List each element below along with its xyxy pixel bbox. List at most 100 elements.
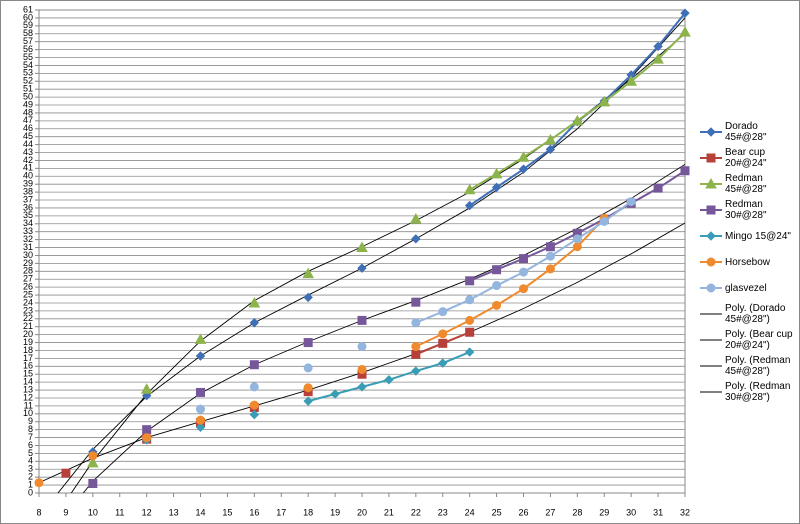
marker bbox=[34, 478, 44, 488]
y-tick-label: 32 bbox=[23, 234, 33, 244]
y-tick-label: 48 bbox=[23, 107, 33, 117]
legend-icon bbox=[700, 178, 722, 189]
marker bbox=[706, 283, 716, 293]
y-tick-label: 11 bbox=[24, 400, 33, 410]
marker bbox=[571, 114, 584, 126]
marker bbox=[249, 318, 260, 328]
y-tick-label: 12 bbox=[23, 392, 33, 402]
y-tick-label: 31 bbox=[23, 242, 33, 252]
marker bbox=[356, 241, 368, 253]
x-tick-label: 15 bbox=[222, 507, 232, 517]
x-tick-label: 11 bbox=[115, 507, 124, 517]
marker bbox=[706, 257, 716, 267]
x-tick-label: 22 bbox=[411, 507, 421, 517]
marker bbox=[249, 382, 259, 392]
marker bbox=[572, 242, 582, 252]
legend-entry: Redman 30#@28" bbox=[699, 197, 799, 223]
y-tick-label: 24 bbox=[23, 297, 33, 307]
marker bbox=[86, 456, 99, 468]
marker bbox=[303, 338, 313, 348]
x-tick-label: 20 bbox=[357, 507, 367, 517]
marker bbox=[196, 415, 205, 425]
marker bbox=[465, 276, 475, 286]
y-tick-label: 8 bbox=[28, 424, 33, 434]
x-tick-label: 17 bbox=[276, 507, 286, 517]
y-tick-label: 22 bbox=[23, 313, 33, 323]
marker bbox=[492, 281, 502, 291]
marker bbox=[544, 133, 557, 145]
legend-entry: Horsebow bbox=[699, 249, 799, 275]
marker bbox=[357, 342, 367, 352]
marker bbox=[88, 478, 98, 488]
marker bbox=[411, 234, 421, 244]
marker bbox=[411, 366, 421, 376]
marker bbox=[519, 284, 528, 294]
marker bbox=[411, 318, 421, 328]
marker bbox=[438, 329, 448, 339]
y-tick-label: 26 bbox=[23, 282, 33, 292]
y-tick-label: 52 bbox=[23, 76, 33, 86]
marker bbox=[142, 425, 152, 435]
marker bbox=[464, 200, 475, 211]
marker bbox=[463, 183, 476, 195]
y-tick-label: 34 bbox=[23, 218, 33, 228]
legend-label: Poly. (Redman 45#@28") bbox=[725, 355, 791, 377]
series-line bbox=[469, 169, 686, 282]
x-tick-label: 23 bbox=[438, 507, 448, 517]
y-tick-label: 19 bbox=[23, 337, 33, 347]
y-tick-label: 55 bbox=[23, 52, 33, 62]
y-tick-label: 35 bbox=[23, 210, 33, 220]
y-tick-label: 9 bbox=[28, 416, 33, 426]
legend-icon bbox=[700, 365, 722, 367]
y-tick-label: 58 bbox=[23, 28, 33, 38]
y-tick-label: 25 bbox=[23, 289, 33, 299]
x-tick-label: 24 bbox=[465, 507, 475, 517]
y-tick-label: 15 bbox=[23, 369, 33, 379]
y-tick-label: 7 bbox=[28, 432, 33, 442]
marker bbox=[545, 251, 555, 261]
legend-entry: Dorado 45#@28" bbox=[699, 119, 799, 145]
y-tick-label: 33 bbox=[23, 226, 33, 236]
marker bbox=[490, 167, 503, 179]
y-tick-label: 60 bbox=[23, 12, 33, 22]
series-line bbox=[469, 31, 686, 191]
marker bbox=[61, 468, 71, 478]
marker bbox=[626, 197, 636, 207]
y-tick-label: 20 bbox=[23, 329, 33, 339]
y-tick-label: 61 bbox=[23, 4, 33, 14]
y-tick-label: 47 bbox=[23, 115, 33, 125]
marker bbox=[653, 183, 663, 193]
marker bbox=[599, 216, 609, 226]
y-tick-label: 13 bbox=[23, 384, 33, 394]
marker bbox=[194, 333, 207, 344]
y-tick-label: 27 bbox=[23, 274, 33, 284]
x-tick-label: 12 bbox=[142, 507, 152, 517]
legend-entry: glasvezel bbox=[699, 275, 799, 301]
marker bbox=[706, 205, 716, 215]
y-tick-label: 42 bbox=[23, 155, 33, 165]
marker bbox=[706, 153, 716, 163]
marker bbox=[679, 26, 691, 37]
y-tick-label: 41 bbox=[23, 163, 33, 173]
y-tick-label: 45 bbox=[23, 131, 33, 141]
marker bbox=[303, 292, 313, 303]
marker bbox=[598, 95, 611, 107]
legend-icon bbox=[700, 127, 722, 137]
marker bbox=[195, 422, 206, 432]
legend-label: Mingo 15@24" bbox=[725, 230, 791, 242]
marker bbox=[357, 382, 367, 392]
y-tick-label: 23 bbox=[23, 305, 33, 315]
legend-label: Redman 45#@28" bbox=[725, 173, 767, 195]
x-tick-label: 28 bbox=[572, 507, 582, 517]
marker bbox=[519, 267, 528, 277]
legend-entry: Bear cup 20#@24" bbox=[699, 145, 799, 171]
x-tick-label: 30 bbox=[626, 507, 636, 517]
marker bbox=[653, 41, 663, 52]
marker bbox=[409, 213, 422, 224]
y-tick-label: 4 bbox=[28, 456, 33, 466]
y-tick-label: 6 bbox=[28, 440, 33, 450]
y-tick-label: 0 bbox=[28, 487, 33, 497]
y-tick-label: 54 bbox=[23, 60, 33, 70]
marker bbox=[249, 409, 260, 420]
